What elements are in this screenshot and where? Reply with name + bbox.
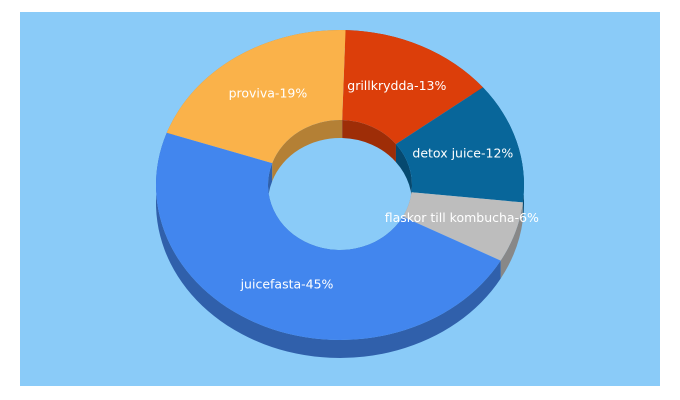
slice-inner-wall <box>342 120 396 163</box>
slice <box>395 87 524 203</box>
slice <box>155 132 501 341</box>
slice <box>342 30 483 145</box>
data-label: proviva-19% <box>229 86 308 101</box>
slice-inner-wall <box>272 120 343 182</box>
data-label: grillkrydda-13% <box>347 78 446 93</box>
data-label: juicefasta-45% <box>240 277 334 292</box>
data-label: detox juice-12% <box>412 146 513 161</box>
slice-outer-wall <box>500 202 523 279</box>
data-label: flaskor till kombucha-6% <box>385 210 539 225</box>
slice <box>166 30 346 164</box>
slice <box>402 192 523 261</box>
slice-inner-wall <box>395 144 412 211</box>
